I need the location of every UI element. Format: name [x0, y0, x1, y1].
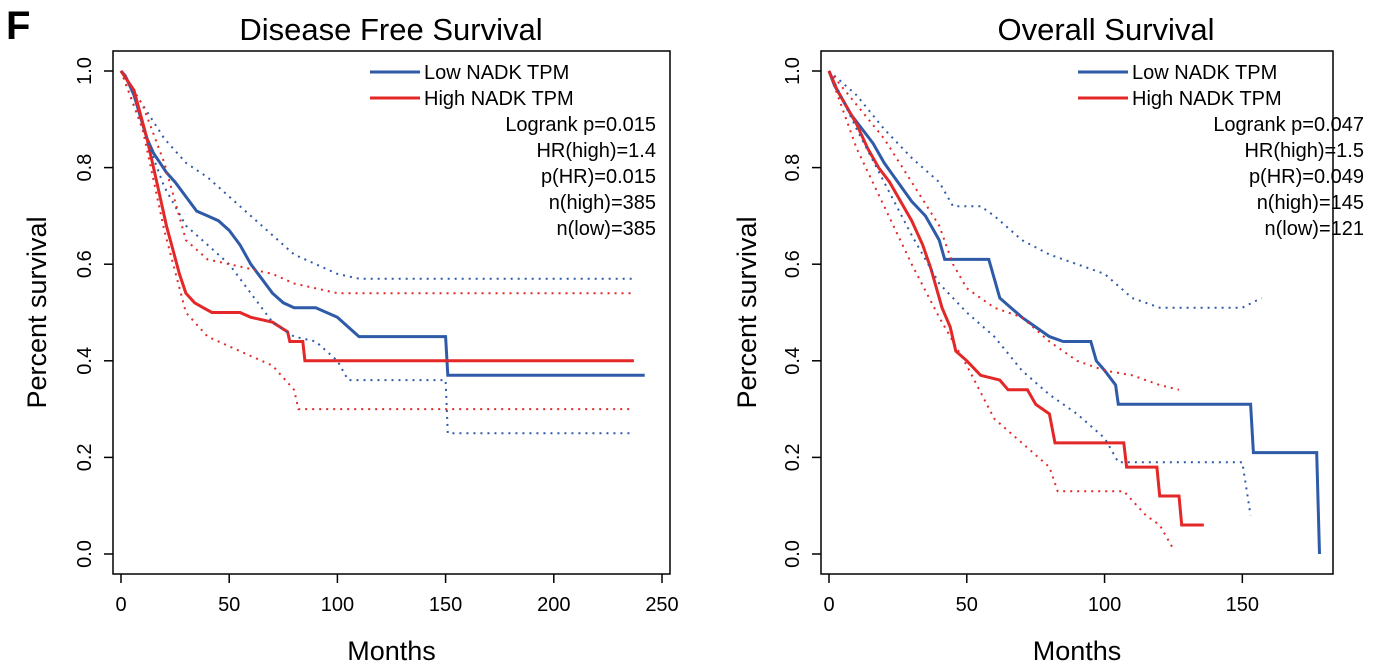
y-tick-label: 0.0	[74, 540, 96, 568]
y-tick-label: 0.4	[74, 347, 96, 375]
stat-annotation: n(high)=145	[1257, 192, 1364, 214]
stat-annotation: HR(high)=1.4	[536, 140, 656, 162]
x-tick-label: 250	[645, 594, 678, 616]
y-tick-label: 0.6	[74, 250, 96, 278]
survival-curve-line	[827, 70, 1321, 555]
plot-frame	[820, 50, 1334, 575]
y-tick-label: 0.4	[782, 347, 804, 375]
confidence-band-line	[828, 70, 1263, 309]
confidence-band-line	[828, 70, 1180, 391]
survival-curve-line	[119, 70, 634, 363]
x-axis-label: Months	[1033, 636, 1122, 666]
plot-frame	[112, 50, 671, 575]
y-tick-label: 0.8	[782, 154, 804, 182]
stat-annotation: Logrank p=0.047	[1213, 114, 1364, 136]
stat-annotation: HR(high)=1.5	[1244, 140, 1364, 162]
y-tick-label: 0.2	[74, 443, 96, 471]
panel-label: F	[6, 4, 31, 48]
stat-annotation: n(low)=121	[1264, 218, 1364, 240]
x-axis-label: Months	[347, 636, 436, 666]
stat-annotation: n(low)=385	[556, 218, 656, 240]
confidence-band-line	[828, 70, 1252, 516]
x-tick-label: 0	[115, 594, 126, 616]
legend-entry: High NADK TPM	[424, 88, 574, 110]
confidence-band-line	[120, 70, 634, 435]
survival-curve-line	[827, 70, 1204, 527]
y-tick-label: 0.6	[782, 250, 804, 278]
y-tick-label: 0.0	[782, 540, 804, 568]
x-tick-label: 100	[321, 594, 354, 616]
y-tick-label: 0.2	[782, 443, 804, 471]
x-tick-label: 50	[956, 594, 978, 616]
legend-entry: High NADK TPM	[1132, 88, 1282, 110]
x-tick-label: 100	[1088, 594, 1121, 616]
confidence-band-line	[120, 70, 634, 295]
stat-annotation: n(high)=385	[549, 192, 656, 214]
chart-title: Overall Survival	[997, 12, 1214, 47]
confidence-band-line	[828, 70, 1175, 550]
y-tick-label: 0.8	[74, 154, 96, 182]
x-tick-label: 150	[429, 594, 462, 616]
stat-annotation: p(HR)=0.049	[1249, 166, 1364, 188]
stat-annotation: Logrank p=0.015	[505, 114, 656, 136]
legend-entry: Low NADK TPM	[424, 62, 569, 84]
x-tick-label: 0	[823, 594, 834, 616]
x-tick-label: 200	[537, 594, 570, 616]
x-tick-label: 50	[218, 594, 240, 616]
chart-title: Disease Free Survival	[239, 12, 542, 47]
y-axis-label: Percent survival	[22, 216, 52, 408]
stat-annotation: p(HR)=0.015	[541, 166, 656, 188]
y-tick-label: 1.0	[782, 57, 804, 85]
legend-entry: Low NADK TPM	[1132, 62, 1277, 84]
y-tick-label: 1.0	[74, 57, 96, 85]
y-axis-label: Percent survival	[732, 216, 762, 408]
confidence-band-line	[120, 70, 634, 411]
confidence-band-line	[120, 70, 634, 280]
x-tick-label: 150	[1226, 594, 1259, 616]
